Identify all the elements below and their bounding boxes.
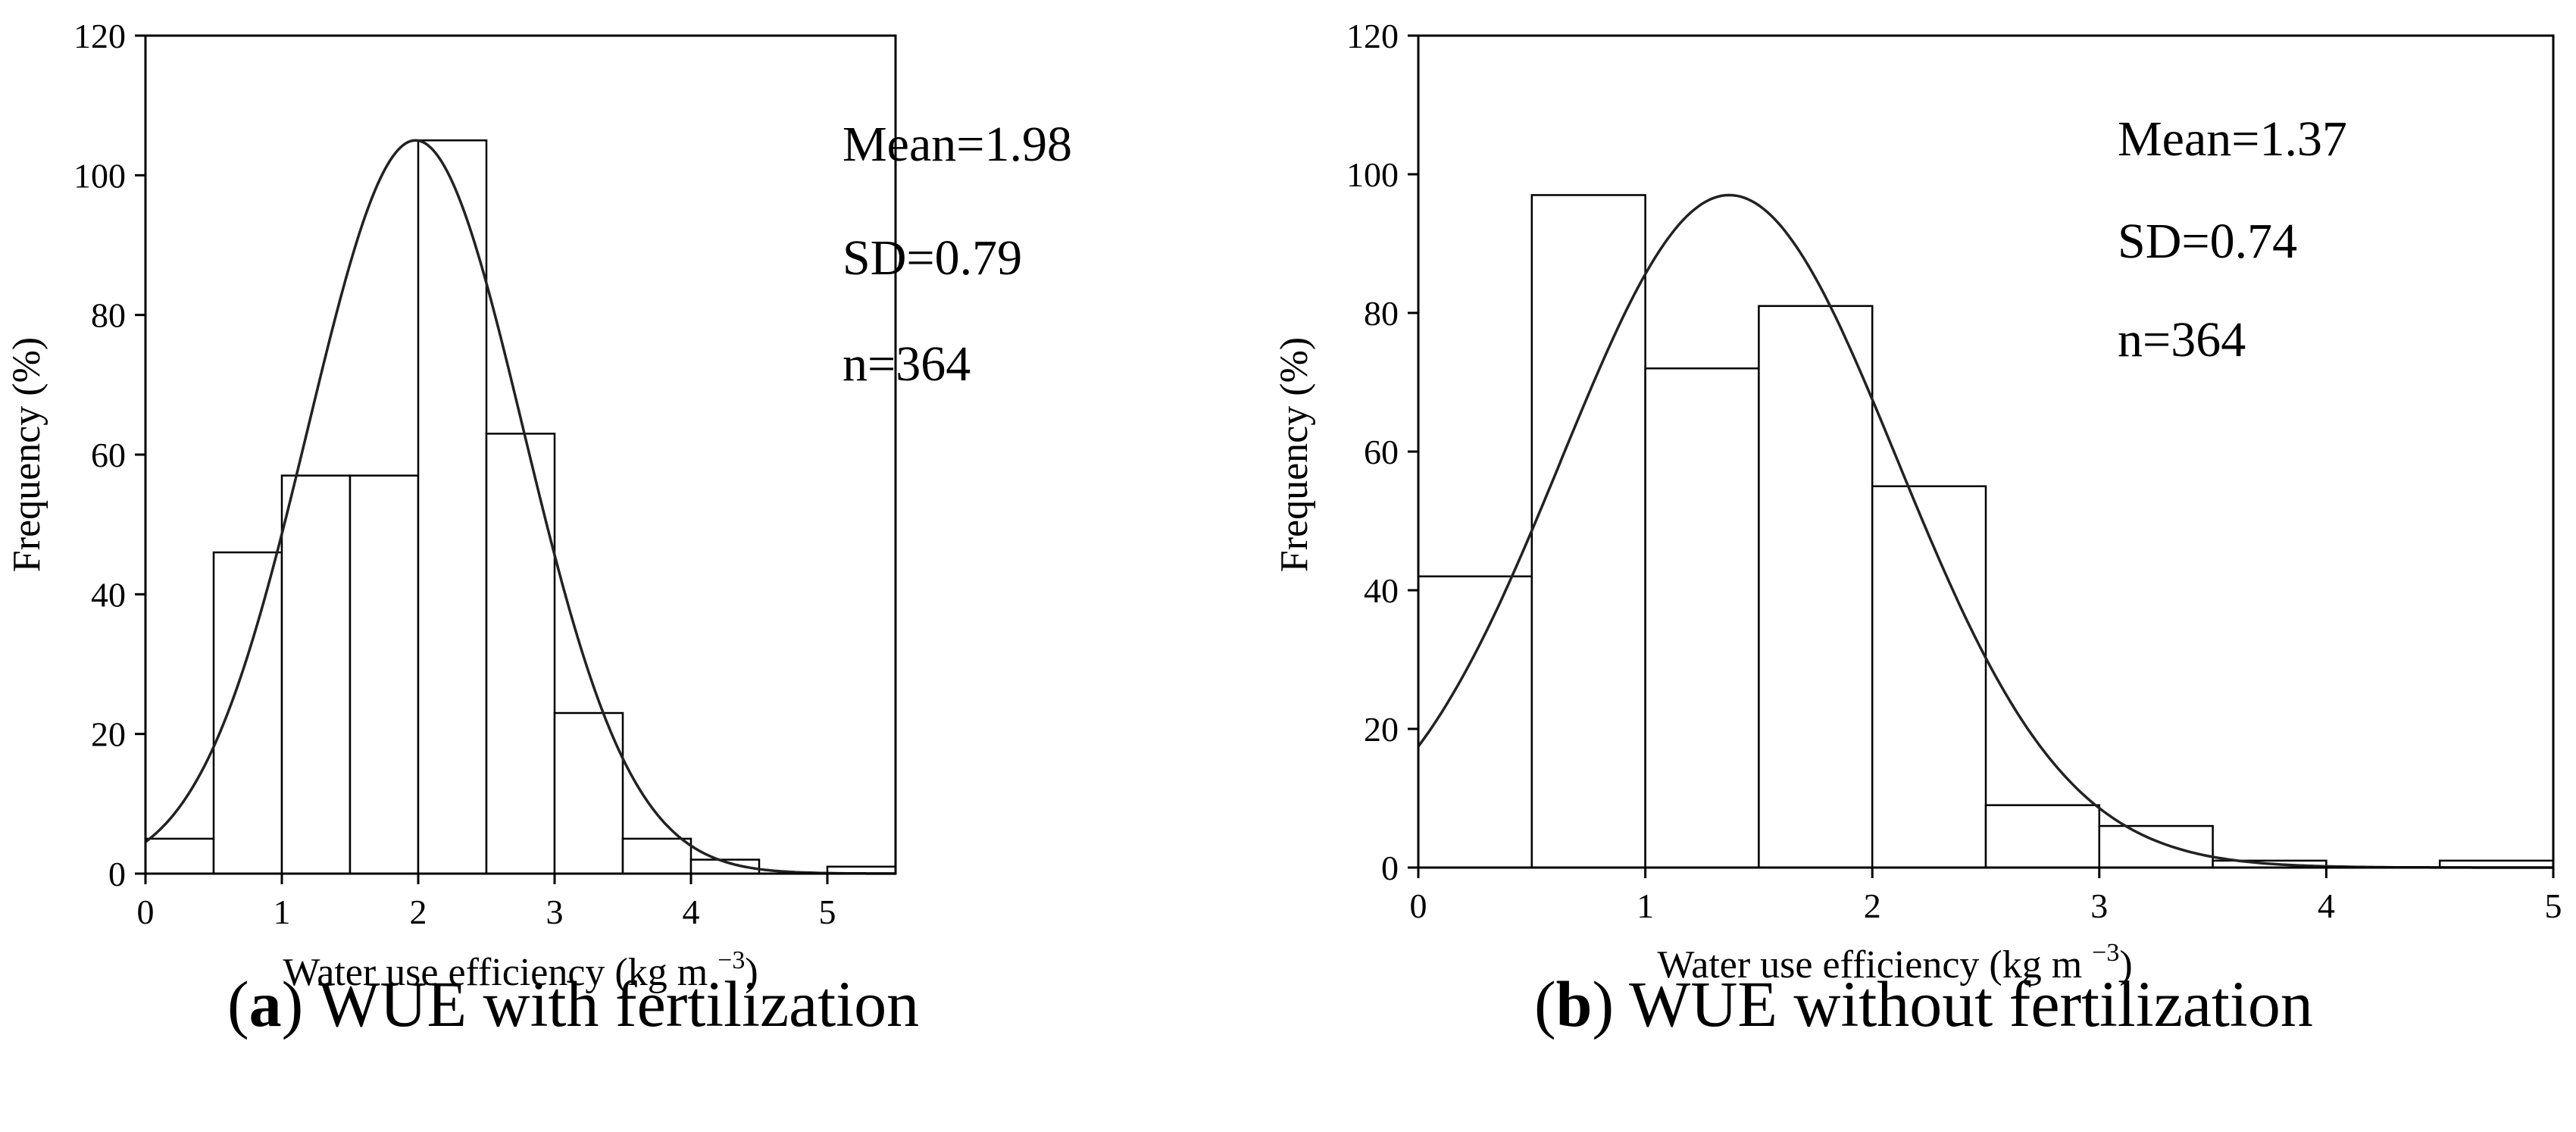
- panel-b-bar-1: [1530, 194, 1646, 869]
- panel-a-bar-1: [212, 551, 283, 875]
- panel-b-y-axis-label: Frequency (%): [1273, 337, 1316, 572]
- panel-b-x-tick-label-4: 4: [2318, 887, 2335, 925]
- panel-a-y-tick-label-60: 60: [91, 436, 126, 474]
- panel-a-y-tick-label-120: 120: [73, 17, 126, 55]
- panel-b-annotation-2: n=364: [2118, 312, 2246, 367]
- panel-b-x-tick-label-3: 3: [2090, 887, 2108, 925]
- panel-a-x-tick-label-1: 1: [274, 893, 291, 931]
- panel-a-x-tick-label-5: 5: [819, 893, 836, 931]
- panel-a-bar-2: [280, 474, 352, 875]
- panel-b-x-axis-label: Water use efficiency (kg m −3): [1657, 939, 2132, 987]
- panel-a-y-tick-label-40: 40: [91, 575, 126, 614]
- panel-a-y-axis-label: Frequency (%): [5, 337, 48, 572]
- caption-a: (a) WUE with fertilization: [227, 968, 920, 1040]
- chart-panel-a: 0 1 2 3 4 5 0 20 40 60 80 100 120 Water use efficienc…: [5, 17, 1072, 994]
- panel-a-y-tick-label-80: 80: [91, 296, 126, 335]
- panel-b-x-tick-label-0: 0: [1410, 887, 1427, 925]
- panel-b-annotation-0: Mean=1.37: [2118, 111, 2347, 167]
- chart-panel-b: 0 1 2 3 4 5 0 20 40 60 80 100 120 Water use efficienc…: [1273, 17, 2562, 987]
- panel-b-annotation-1: SD=0.74: [2118, 214, 2297, 269]
- panel-a-x-axis-label: Water use efficiency (kg m −3): [283, 946, 758, 994]
- panel-b-bar-6: [2098, 824, 2214, 869]
- panel-b-y-tick-label-40: 40: [1364, 571, 1399, 610]
- panel-b-x-tick-label-1: 1: [1637, 887, 1654, 925]
- panel-b-y-tick-label-60: 60: [1364, 433, 1399, 471]
- panel-a-x-tick-label-2: 2: [410, 893, 427, 931]
- caption-a-text: WUE with fertilization: [318, 968, 920, 1040]
- panel-b-y-tick-label-20: 20: [1364, 710, 1399, 749]
- panel-a-annotation-0: Mean=1.98: [843, 117, 1072, 172]
- panel-b-y-tick-label-80: 80: [1364, 294, 1399, 333]
- panel-a-y-tick-label-100: 100: [73, 156, 126, 195]
- panel-b-bar-2: [1644, 367, 1760, 869]
- panel-a-bar-4: [417, 139, 488, 875]
- panel-a-y-tick-label-0: 0: [108, 855, 126, 893]
- panel-a-annotation-2: n=364: [843, 336, 971, 392]
- panel-b-x-tick-label-2: 2: [1864, 887, 1881, 925]
- panel-b-bar-3: [1758, 305, 1874, 869]
- panel-a-annotation-1: SD=0.79: [843, 230, 1022, 286]
- panel-b-y-tick-label-100: 100: [1346, 155, 1399, 194]
- panel-a-bar-3: [349, 474, 420, 875]
- caption-b-label: b: [1555, 968, 1593, 1040]
- panel-b-bar-5: [1984, 804, 2101, 869]
- panel-a-x-tick-label-3: 3: [546, 893, 564, 931]
- panel-a-bar-5: [485, 433, 556, 875]
- caption-a-label: a: [249, 968, 282, 1040]
- panel-a-bar-7: [621, 837, 692, 875]
- panel-a-bar-0: [144, 837, 215, 875]
- panel-b-y-tick-label-0: 0: [1381, 849, 1399, 887]
- caption-b-text: WUE without fertilization: [1629, 968, 2313, 1040]
- panel-a-x-tick-label-0: 0: [137, 893, 155, 931]
- caption-b: (b) WUE without fertilization: [1534, 968, 2313, 1040]
- panel-b-bar-0: [1417, 575, 1533, 869]
- panel-a-x-tick-label-4: 4: [683, 893, 700, 931]
- panel-a-bar-6: [553, 711, 624, 875]
- panel-a-normal-fit-curve: [144, 139, 896, 875]
- panel-b-x-tick-label-5: 5: [2545, 887, 2562, 925]
- panel-b-bar-4: [1871, 485, 1987, 869]
- panel-b-y-tick-label-120: 120: [1346, 17, 1399, 55]
- panel-a-y-tick-label-20: 20: [91, 715, 126, 754]
